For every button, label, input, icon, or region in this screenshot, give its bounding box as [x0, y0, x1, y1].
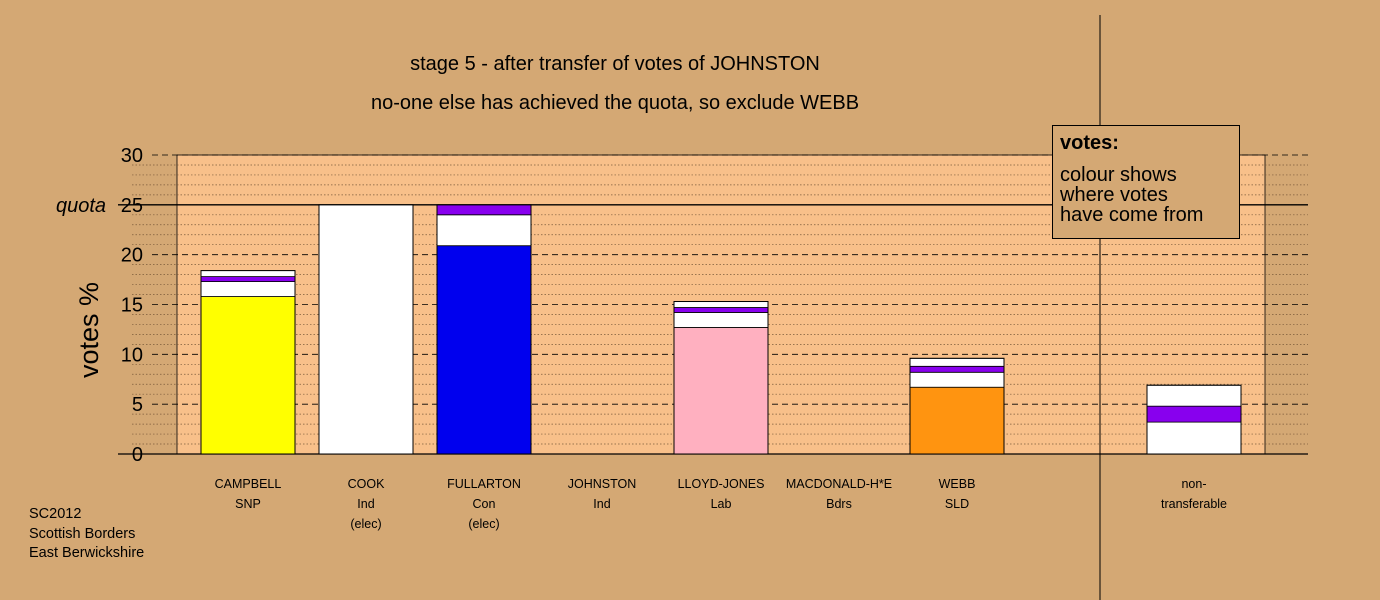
category-label: JOHNSTON Ind: [532, 474, 672, 514]
footer-council: Scottish Borders: [29, 525, 136, 542]
bar-segment: [200, 276, 296, 282]
category-label-line: (elec): [468, 517, 500, 531]
legend: votes: colour shows where votes have com…: [1052, 125, 1240, 239]
category-label: MACDONALD-H*E Bdrs: [769, 474, 909, 514]
category-label: COOK Ind (elec): [296, 474, 436, 534]
category-label: LLOYD-JONES Lab: [651, 474, 791, 514]
y-tick-label: 15: [121, 295, 143, 317]
category-label-line: SLD: [944, 497, 970, 511]
bar-segment: [909, 386, 1005, 455]
category-label-line: CAMPBELL: [214, 477, 282, 491]
footer-election: SC2012: [29, 506, 82, 522]
chart-title: stage 5 - after transfer of votes of JOH…: [410, 53, 820, 75]
category-label: FULLARTON Con (elec): [414, 474, 554, 534]
bar: [1146, 384, 1242, 455]
bar: [909, 357, 1005, 455]
y-tick-label: 20: [121, 245, 143, 267]
bar-segment: [673, 301, 769, 308]
bar-segment: [673, 307, 769, 313]
y-tick-label: 25: [121, 195, 143, 217]
bar-segment: [436, 204, 532, 216]
bar-segment: [1146, 384, 1242, 407]
y-axis-label: votes %: [74, 282, 104, 378]
bar-segment: [436, 214, 532, 247]
category-label-line: MACDONALD-H*E: [785, 477, 893, 491]
bar: [436, 204, 532, 455]
category-label: WEBB SLD: [887, 474, 1027, 514]
y-tick-label: 10: [121, 344, 143, 366]
bar-segment: [200, 281, 296, 297]
bar-segment: [909, 357, 1005, 367]
category-label-line: Ind: [593, 497, 611, 511]
footer: SC2012 Scottish Borders East Berwickshir…: [29, 505, 144, 564]
y-tick-label: 0: [132, 444, 143, 466]
legend-title: votes:: [1060, 132, 1119, 154]
legend-line: colour shows: [1060, 164, 1177, 186]
category-label-line: transferable: [1160, 497, 1227, 511]
category-label-line: (elec): [350, 517, 382, 531]
bar: [673, 301, 769, 455]
bar-segment: [200, 296, 296, 455]
category-label-line: Ind: [357, 497, 375, 511]
category-label: non-transferable: [1124, 474, 1264, 514]
category-label-line: SNP: [235, 497, 261, 511]
bar: [200, 270, 296, 455]
category-label-line: JOHNSTON: [567, 477, 637, 491]
y-tick-label: 30: [121, 145, 143, 167]
bar-segment: [673, 312, 769, 328]
category-label-line: FULLARTON: [447, 477, 521, 491]
bar-segment: [909, 371, 1005, 388]
bar-segment: [436, 245, 532, 455]
bar-segment: [673, 327, 769, 455]
y-tick-label: 5: [132, 394, 143, 416]
category-label-line: LLOYD-JONES: [677, 477, 765, 491]
chart-subtitle: no-one else has achieved the quota, so e…: [370, 92, 860, 114]
category-label: CAMPBELL SNP: [178, 474, 318, 514]
bar: [318, 204, 414, 455]
category-label-line: non-: [1181, 477, 1207, 491]
category-label-line: COOK: [347, 477, 385, 491]
category-label-line: WEBB: [938, 477, 976, 491]
category-label-line: Bdrs: [826, 497, 852, 511]
category-label-line: Con: [472, 497, 496, 511]
footer-ward: East Berwickshire: [29, 545, 145, 561]
bar-segment: [200, 270, 296, 277]
legend-line: have come from: [1060, 204, 1204, 226]
bar-segment: [1146, 421, 1242, 455]
quota-label: quota: [56, 195, 106, 217]
category-label-line: Lab: [710, 497, 732, 511]
legend-line: where votes: [1060, 184, 1168, 206]
bar-segment: [909, 365, 1005, 373]
bar-segment: [318, 204, 414, 455]
bar-segment: [1146, 405, 1242, 423]
